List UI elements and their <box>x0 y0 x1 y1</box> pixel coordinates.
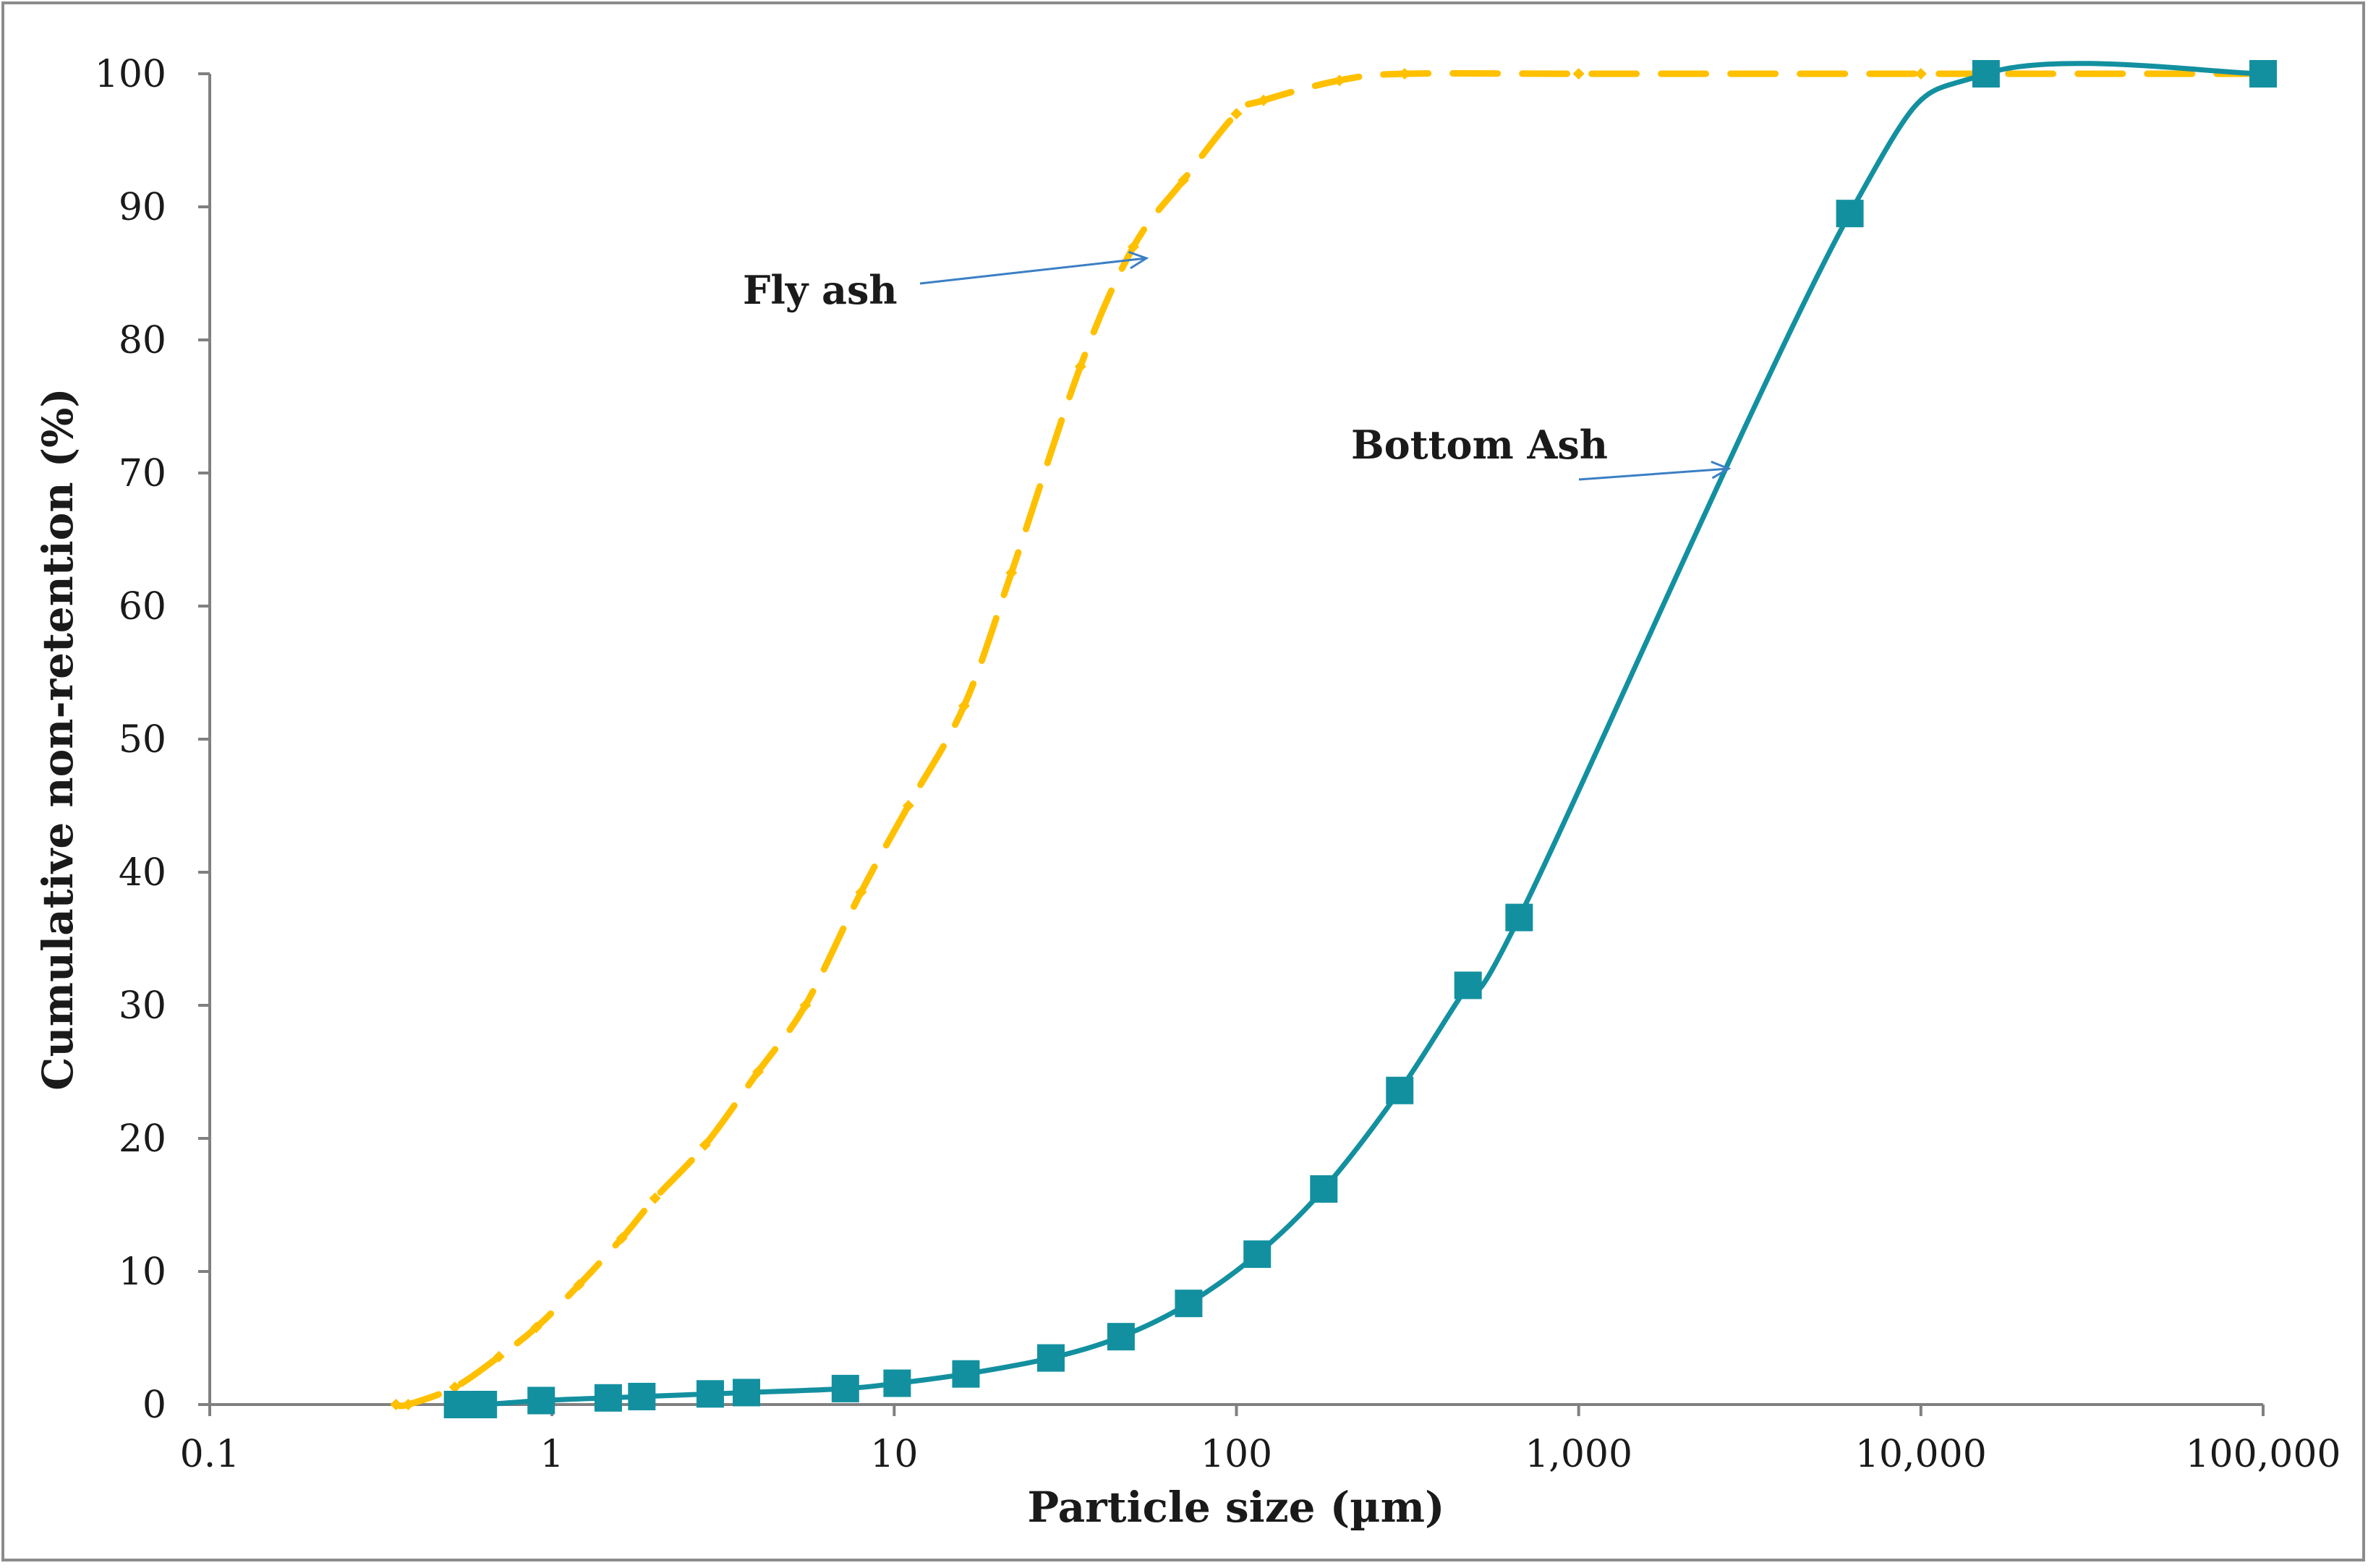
data-point-fly-ash <box>1257 94 1269 106</box>
data-point-fly-ash <box>1074 360 1086 372</box>
x-tick-label: 10,000 <box>1855 1433 1987 1476</box>
data-point-fly-ash <box>699 1139 711 1151</box>
x-tick-label: 100 <box>1201 1433 1272 1476</box>
data-point-fly-ash <box>855 886 867 898</box>
data-point-bottom-ash <box>527 1386 555 1415</box>
data-point-fly-ash <box>493 1350 505 1363</box>
axis-ticks: 0.1 1 10 100 1,000 10,000 100,000 0 10 20 30 40 50 60… <box>95 53 2341 1476</box>
data-point-fly-ash <box>1333 74 1345 87</box>
series-bottom-ash <box>443 60 2277 1418</box>
data-point-fly-ash <box>448 1381 461 1394</box>
annotations: Fly ash Bottom Ash <box>743 250 1732 481</box>
data-point-fly-ash <box>616 1232 628 1244</box>
y-tick-label: 60 <box>119 585 166 629</box>
y-tick-label: 10 <box>119 1250 166 1294</box>
data-point-bottom-ash <box>1036 1344 1065 1372</box>
y-tick-label: 50 <box>119 718 166 762</box>
y-tick-label: 80 <box>119 319 166 362</box>
y-tick-label: 100 <box>95 53 166 96</box>
annotation-arrow-bottom-ash <box>1578 467 1729 481</box>
data-point-fly-ash <box>1230 108 1243 120</box>
x-tick-label: 1 <box>540 1433 564 1476</box>
data-point-fly-ash <box>1005 567 1018 579</box>
x-tick-label: 10 <box>870 1433 918 1476</box>
data-point-bottom-ash <box>1107 1323 1135 1351</box>
data-point-fly-ash <box>1398 68 1410 80</box>
data-point-bottom-ash <box>883 1369 911 1397</box>
data-point-bottom-ash <box>1243 1240 1272 1269</box>
y-tick-label: 90 <box>119 186 166 229</box>
y-tick-label: 30 <box>119 984 166 1028</box>
data-point-bottom-ash <box>594 1384 622 1412</box>
y-tick-label: 20 <box>119 1117 166 1161</box>
annotation-arrowhead-bottom-ash <box>1711 461 1732 480</box>
data-point-fly-ash <box>799 1000 812 1011</box>
data-point-bottom-ash <box>1972 60 2000 88</box>
data-point-fly-ash <box>390 1399 402 1410</box>
data-point-bottom-ash <box>469 1391 498 1418</box>
data-point-fly-ash <box>1915 68 1927 80</box>
data-point-bottom-ash <box>1310 1175 1338 1203</box>
series-line-bottom-ash <box>455 61 2266 1407</box>
data-point-bottom-ash <box>733 1379 761 1407</box>
data-point-bottom-ash <box>831 1374 859 1402</box>
data-point-fly-ash <box>1177 174 1190 187</box>
data-point-bottom-ash <box>1454 971 1482 1000</box>
x-tick-label: 100,000 <box>2185 1433 2341 1476</box>
data-point-fly-ash <box>1572 68 1585 80</box>
annotation-bottom-ash: Bottom Ash <box>1351 422 1608 468</box>
data-point-bottom-ash <box>443 1391 472 1418</box>
annotation-arrow-fly-ash <box>919 257 1147 285</box>
data-point-fly-ash <box>1128 241 1140 253</box>
x-tick-label: 1,000 <box>1525 1433 1632 1476</box>
annotation-arrowhead-fly-ash <box>1128 250 1149 270</box>
data-point-fly-ash <box>573 1279 585 1291</box>
y-tick-label: 70 <box>119 452 166 495</box>
data-point-fly-ash <box>402 1399 414 1410</box>
data-point-fly-ash <box>752 1066 765 1078</box>
data-point-fly-ash <box>902 800 914 811</box>
x-tick-label: 0.1 <box>180 1433 240 1476</box>
data-series <box>390 60 2277 1418</box>
data-point-bottom-ash <box>1175 1290 1203 1318</box>
y-tick-label: 40 <box>119 851 166 895</box>
data-point-bottom-ash <box>1505 903 1533 932</box>
data-point-fly-ash <box>958 700 970 712</box>
data-point-bottom-ash <box>628 1382 656 1410</box>
annotation-fly-ash: Fly ash <box>743 267 898 313</box>
data-point-fly-ash <box>530 1321 542 1334</box>
series-line-fly-ash <box>392 69 2267 1410</box>
data-point-bottom-ash <box>952 1360 980 1388</box>
x-axis-title: Particle size (µm) <box>1028 1483 1445 1532</box>
data-point-fly-ash <box>649 1192 661 1204</box>
data-point-bottom-ash <box>1386 1076 1414 1104</box>
data-point-bottom-ash <box>696 1380 724 1408</box>
y-axis-title: Cumulative non-retention (%) <box>33 388 82 1090</box>
series-fly-ash <box>390 68 2269 1410</box>
data-point-bottom-ash <box>2249 60 2277 88</box>
data-point-bottom-ash <box>1836 200 1864 228</box>
y-tick-label: 0 <box>142 1384 166 1427</box>
